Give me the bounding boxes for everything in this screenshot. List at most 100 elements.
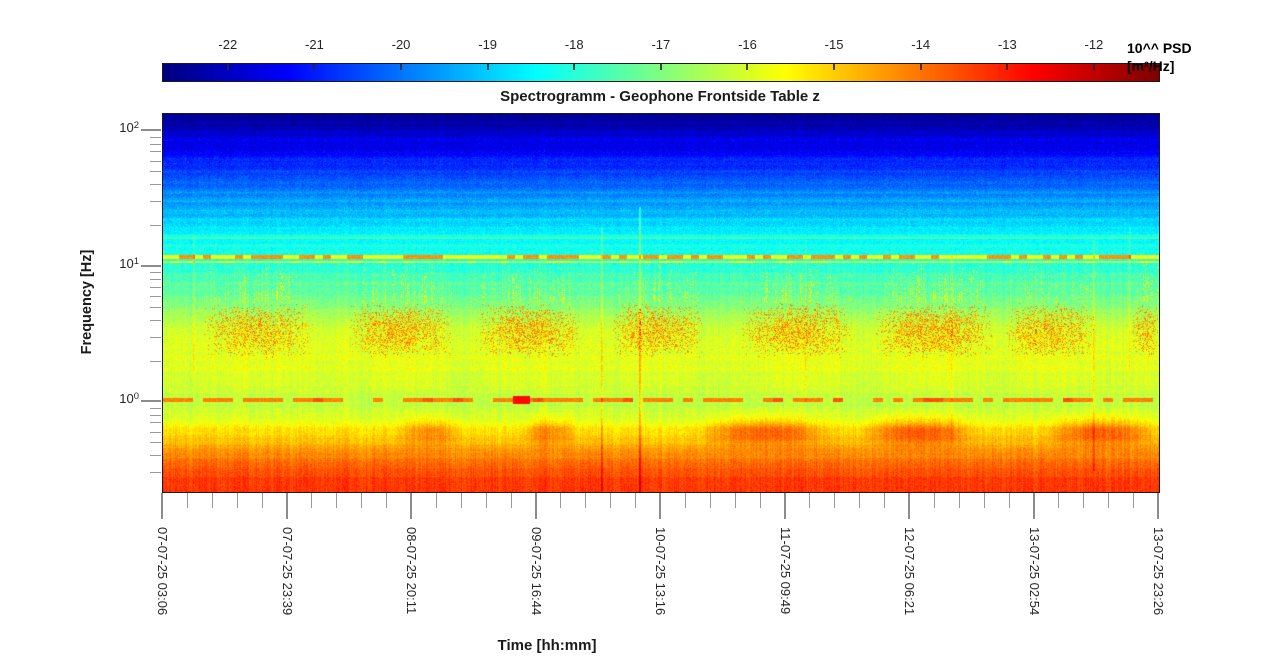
x-axis-major-tick xyxy=(161,493,163,519)
y-axis-minor-tick xyxy=(150,455,161,457)
y-axis-minor-tick xyxy=(150,143,161,145)
y-axis-minor-tick xyxy=(150,286,161,288)
x-axis-minor-tick xyxy=(958,493,960,508)
y-axis-minor-tick xyxy=(150,472,161,474)
colorbar-tick-label: -12 xyxy=(1084,37,1104,52)
x-axis-tick-label: 10-07-25 13:16 xyxy=(653,527,668,616)
x-axis-minor-tick xyxy=(610,493,612,508)
colorbar-tick xyxy=(486,64,489,70)
x-axis-minor-tick xyxy=(983,493,985,508)
y-axis-minor-tick xyxy=(150,201,161,203)
y-axis-label: Frequency [Hz] xyxy=(79,249,95,355)
y-axis-major-tick xyxy=(141,400,161,403)
colorbar-tick-label: -22 xyxy=(218,37,238,52)
spectrogram-heatmap xyxy=(162,113,1160,493)
x-axis-tick-label: 13-07-25 23:26 xyxy=(1151,527,1166,616)
x-axis-minor-tick xyxy=(460,493,462,508)
x-axis-major-tick xyxy=(1032,493,1035,519)
x-axis-tick-label: 09-07-25 16:44 xyxy=(528,527,544,616)
colorbar-tick xyxy=(226,64,229,70)
y-axis-major-tick xyxy=(141,129,161,132)
x-axis-major-tick xyxy=(410,493,412,519)
x-axis-minor-tick xyxy=(1008,493,1010,508)
x-axis-minor-tick xyxy=(635,493,637,508)
y-axis-tick-label: 101 xyxy=(119,255,139,271)
colorbar-tick xyxy=(573,64,576,70)
x-axis-tick-label: 12-07-25 06:21 xyxy=(902,527,917,616)
x-axis-minor-tick xyxy=(186,493,188,508)
y-axis-minor-tick xyxy=(150,414,161,416)
y-axis-minor-tick xyxy=(150,336,161,338)
x-axis-minor-tick xyxy=(1058,493,1060,508)
colorbar-tick xyxy=(1006,64,1009,70)
x-axis-minor-tick xyxy=(485,493,487,508)
x-axis-minor-tick xyxy=(859,493,861,508)
colorbar-tick-label: -16 xyxy=(738,37,757,52)
x-axis-minor-tick xyxy=(884,493,886,508)
x-axis-minor-tick xyxy=(510,493,512,508)
y-axis-minor-tick xyxy=(150,184,161,186)
x-axis-minor-tick xyxy=(560,493,562,508)
x-axis-minor-tick xyxy=(834,493,836,508)
y-axis-minor-tick xyxy=(150,319,161,321)
y-axis-tick-label: 100 xyxy=(119,391,139,407)
colorbar-tick xyxy=(400,64,403,70)
x-axis-major-tick xyxy=(783,493,786,519)
x-axis-major-tick xyxy=(659,493,661,519)
x-axis-minor-tick xyxy=(386,493,388,508)
colorbar-tick-label: -18 xyxy=(564,37,584,52)
y-axis-major-tick xyxy=(141,264,161,267)
y-axis-minor-tick xyxy=(150,151,161,153)
colorbar-tick-label: -14 xyxy=(911,37,931,52)
y-axis-minor-tick xyxy=(150,171,161,173)
colorbar-unit-line2: [m²/Hz] xyxy=(1127,58,1175,74)
colorbar-tick-label: -20 xyxy=(391,37,411,52)
x-axis-minor-tick xyxy=(809,493,811,508)
y-axis-minor-tick xyxy=(150,136,161,138)
x-axis-minor-tick xyxy=(585,493,587,508)
x-axis-minor-tick xyxy=(336,493,338,508)
x-axis-minor-tick xyxy=(311,493,313,508)
colorbar-tick-label: -17 xyxy=(651,37,671,52)
x-axis-label: Time [hh:mm] xyxy=(497,637,597,654)
x-axis-minor-tick xyxy=(709,493,711,508)
x-axis-minor-tick xyxy=(684,493,686,508)
colorbar-tick xyxy=(1092,64,1095,70)
colorbar-tick xyxy=(659,64,662,70)
y-axis-minor-tick xyxy=(150,431,161,433)
x-axis-tick-label: 07-07-25 03:06 xyxy=(155,527,170,616)
colorbar-tick-label: -15 xyxy=(824,37,844,52)
x-axis-tick-label: 07-07-25 23:39 xyxy=(279,527,295,616)
colorbar-unit-label: 10^^ PSD [m²/Hz] xyxy=(1127,39,1192,75)
y-axis-minor-tick xyxy=(150,442,161,444)
x-axis-minor-tick xyxy=(435,493,437,508)
x-axis-minor-tick xyxy=(1108,493,1110,508)
colorbar xyxy=(162,63,1160,82)
y-axis-minor-tick xyxy=(150,296,161,298)
x-axis-minor-tick xyxy=(734,493,736,508)
y-axis-tick-label: 102 xyxy=(119,120,139,136)
y-axis-minor-tick xyxy=(150,407,161,409)
colorbar-tick xyxy=(919,64,922,70)
x-axis-minor-tick xyxy=(1133,493,1135,508)
x-axis-minor-tick xyxy=(759,493,761,508)
colorbar-tick-label: -21 xyxy=(305,37,324,52)
colorbar-tick xyxy=(833,64,836,70)
x-axis-tick-label: 13-07-25 02:54 xyxy=(1026,527,1042,616)
x-axis-tick-label: 11-07-25 09:49 xyxy=(777,527,793,615)
colorbar-tick-label: -19 xyxy=(478,37,498,52)
x-axis-tick-label: 08-07-25 20:11 xyxy=(404,527,419,615)
colorbar-unit-line1: 10^^ PSD xyxy=(1127,40,1192,56)
y-axis-minor-tick xyxy=(150,422,161,424)
y-axis-minor-tick xyxy=(150,360,161,362)
x-axis-minor-tick xyxy=(933,493,935,508)
x-axis-minor-tick xyxy=(261,493,263,508)
x-axis-minor-tick xyxy=(1083,493,1085,508)
colorbar-tick xyxy=(313,64,316,70)
x-axis-major-tick xyxy=(1157,493,1159,519)
x-axis-major-tick xyxy=(534,493,537,519)
y-axis-minor-tick xyxy=(150,272,161,274)
x-axis-minor-tick xyxy=(361,493,363,508)
y-axis-minor-tick xyxy=(150,279,161,281)
